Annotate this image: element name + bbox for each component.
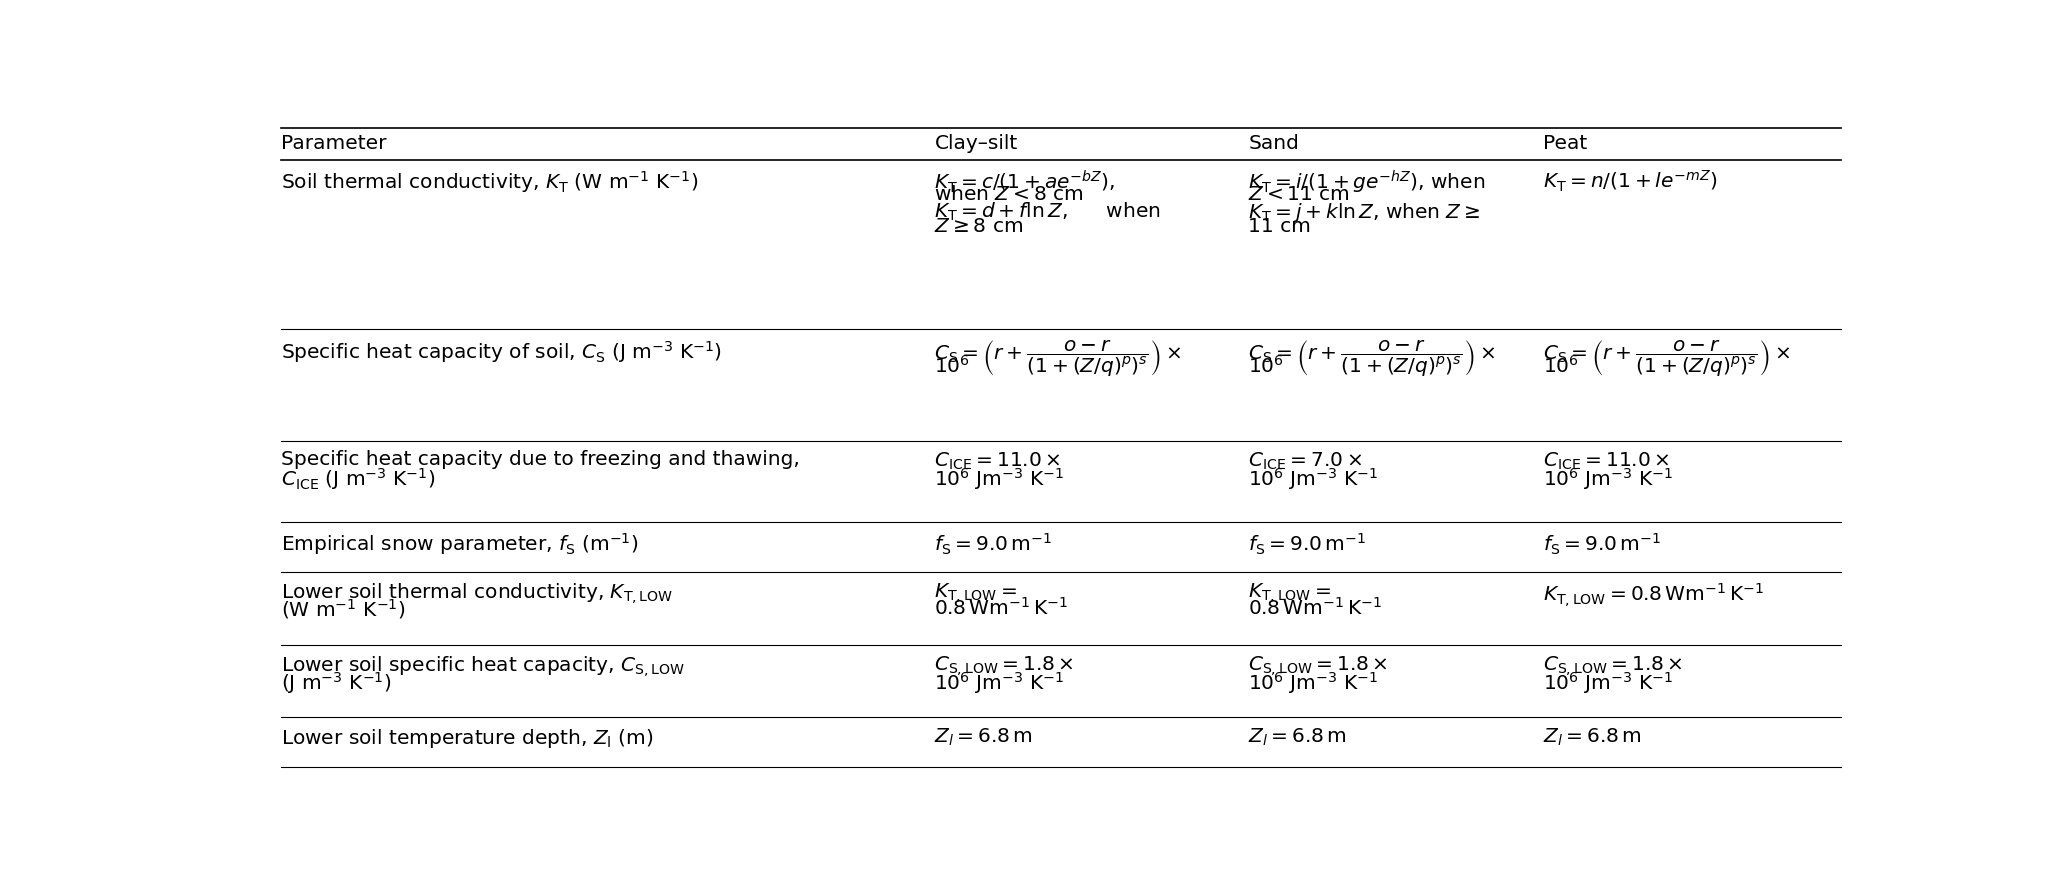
Text: $C_{\mathrm{S,LOW}} = 1.8 \times$: $C_{\mathrm{S,LOW}} = 1.8 \times$ — [934, 654, 1075, 678]
Text: $10^6$ Jm$^{-3}$ K$^{-1}$: $10^6$ Jm$^{-3}$ K$^{-1}$ — [934, 670, 1065, 696]
Text: $10^6$: $10^6$ — [1544, 354, 1579, 376]
Text: $K_{\mathrm{T,LOW}} =$: $K_{\mathrm{T,LOW}} =$ — [1248, 581, 1331, 605]
Text: $f_{\mathrm{S}} = 9.0\,\mathrm{m}^{-1}$: $f_{\mathrm{S}} = 9.0\,\mathrm{m}^{-1}$ — [1544, 531, 1662, 557]
Text: $10^6$ Jm$^{-3}$ K$^{-1}$: $10^6$ Jm$^{-3}$ K$^{-1}$ — [934, 467, 1065, 492]
Text: $10^6$ Jm$^{-3}$ K$^{-1}$: $10^6$ Jm$^{-3}$ K$^{-1}$ — [1544, 467, 1672, 492]
Text: $10^6$: $10^6$ — [1248, 354, 1284, 376]
Text: $C_{\mathrm{ICE}} = 7.0 \times$: $C_{\mathrm{ICE}} = 7.0 \times$ — [1248, 450, 1362, 472]
Text: $C_{\mathrm{ICE}} = 11.0 \times$: $C_{\mathrm{ICE}} = 11.0 \times$ — [934, 450, 1062, 472]
Text: $K_{\mathrm{T,LOW}} = 0.8\,\mathrm{Wm}^{-1}\,\mathrm{K}^{-1}$: $K_{\mathrm{T,LOW}} = 0.8\,\mathrm{Wm}^{… — [1544, 581, 1763, 609]
Text: Peat: Peat — [1544, 134, 1587, 153]
Text: Lower soil thermal conductivity, $K_{\mathrm{T,LOW}}$: Lower soil thermal conductivity, $K_{\ma… — [281, 581, 674, 606]
Text: 11 cm: 11 cm — [1248, 217, 1310, 236]
Text: Specific heat capacity due to freezing and thawing,: Specific heat capacity due to freezing a… — [281, 450, 800, 469]
Text: $C_{\mathrm{S,LOW}} = 1.8 \times$: $C_{\mathrm{S,LOW}} = 1.8 \times$ — [1544, 654, 1683, 678]
Text: Clay–silt: Clay–silt — [934, 134, 1017, 153]
Text: $0.8\,\mathrm{Wm}^{-1}\,\mathrm{K}^{-1}$: $0.8\,\mathrm{Wm}^{-1}\,\mathrm{K}^{-1}$ — [1248, 598, 1383, 619]
Text: $f_{\mathrm{S}} = 9.0\,\mathrm{m}^{-1}$: $f_{\mathrm{S}} = 9.0\,\mathrm{m}^{-1}$ — [1248, 531, 1366, 557]
Text: $C_{\mathrm{S}} = \left(r + \dfrac{o-r}{(1+(Z/q)^p)^s}\right) \times$: $C_{\mathrm{S}} = \left(r + \dfrac{o-r}{… — [1248, 339, 1497, 379]
Text: when $Z < 8$ cm: when $Z < 8$ cm — [934, 185, 1083, 204]
Text: $K_{\mathrm{T}} = d + f\ln Z$,      when: $K_{\mathrm{T}} = d + f\ln Z$, when — [934, 201, 1162, 223]
Text: $f_{\mathrm{S}} = 9.0\,\mathrm{m}^{-1}$: $f_{\mathrm{S}} = 9.0\,\mathrm{m}^{-1}$ — [934, 531, 1052, 557]
Text: $C_{\mathrm{S}} = \left(r + \dfrac{o-r}{(1+(Z/q)^p)^s}\right) \times$: $C_{\mathrm{S}} = \left(r + \dfrac{o-r}{… — [1544, 339, 1790, 379]
Text: $10^6$: $10^6$ — [934, 354, 969, 376]
Text: $C_{\mathrm{ICE}} = 11.0 \times$: $C_{\mathrm{ICE}} = 11.0 \times$ — [1544, 450, 1670, 472]
Text: $K_{\mathrm{T}} = j+k\ln Z$, when $Z \geq$: $K_{\mathrm{T}} = j+k\ln Z$, when $Z \ge… — [1248, 201, 1480, 224]
Text: $10^6$ Jm$^{-3}$ K$^{-1}$: $10^6$ Jm$^{-3}$ K$^{-1}$ — [1544, 670, 1672, 696]
Text: $0.8\,\mathrm{Wm}^{-1}\,\mathrm{K}^{-1}$: $0.8\,\mathrm{Wm}^{-1}\,\mathrm{K}^{-1}$ — [934, 598, 1069, 619]
Text: $Z_l = 6.8\,\mathrm{m}$: $Z_l = 6.8\,\mathrm{m}$ — [1544, 727, 1641, 748]
Text: Sand: Sand — [1248, 134, 1300, 153]
Text: $K_{\mathrm{T}} = i/(1+ge^{-hZ})$, when: $K_{\mathrm{T}} = i/(1+ge^{-hZ})$, when — [1248, 169, 1486, 196]
Text: $Z < 11$ cm: $Z < 11$ cm — [1248, 185, 1350, 204]
Text: Specific heat capacity of soil, $C_{\mathrm{S}}$ (J m$^{-3}$ K$^{-1}$): Specific heat capacity of soil, $C_{\mat… — [281, 339, 721, 364]
Text: $10^6$ Jm$^{-3}$ K$^{-1}$: $10^6$ Jm$^{-3}$ K$^{-1}$ — [1248, 467, 1379, 492]
Text: Lower soil specific heat capacity, $C_{\mathrm{S,LOW}}$: Lower soil specific heat capacity, $C_{\… — [281, 654, 684, 679]
Text: Empirical snow parameter, $f_{\mathrm{S}}$ (m$^{-1}$): Empirical snow parameter, $f_{\mathrm{S}… — [281, 531, 639, 557]
Text: $C_{\mathrm{ICE}}$ (J m$^{-3}$ K$^{-1}$): $C_{\mathrm{ICE}}$ (J m$^{-3}$ K$^{-1}$) — [281, 467, 436, 492]
Text: Soil thermal conductivity, $K_{\mathrm{T}}$ (W m$^{-1}$ K$^{-1}$): Soil thermal conductivity, $K_{\mathrm{T… — [281, 169, 699, 195]
Text: $K_{\mathrm{T}} = c/(1+ae^{-bZ})$,: $K_{\mathrm{T}} = c/(1+ae^{-bZ})$, — [934, 169, 1116, 195]
Text: $Z_l = 6.8\,\mathrm{m}$: $Z_l = 6.8\,\mathrm{m}$ — [1248, 727, 1346, 748]
Text: $K_{\mathrm{T}} = n/(1+le^{-mZ})$: $K_{\mathrm{T}} = n/(1+le^{-mZ})$ — [1544, 169, 1718, 194]
Text: $C_{\mathrm{S}} = \left(r + \dfrac{o-r}{(1+(Z/q)^p)^s}\right) \times$: $C_{\mathrm{S}} = \left(r + \dfrac{o-r}{… — [934, 339, 1182, 379]
Text: (J m$^{-3}$ K$^{-1}$): (J m$^{-3}$ K$^{-1}$) — [281, 670, 391, 696]
Text: $10^6$ Jm$^{-3}$ K$^{-1}$: $10^6$ Jm$^{-3}$ K$^{-1}$ — [1248, 670, 1379, 696]
Text: $Z \geq 8$ cm: $Z \geq 8$ cm — [934, 217, 1023, 236]
Text: (W m$^{-1}$ K$^{-1}$): (W m$^{-1}$ K$^{-1}$) — [281, 598, 405, 621]
Text: $C_{\mathrm{S,LOW}} = 1.8 \times$: $C_{\mathrm{S,LOW}} = 1.8 \times$ — [1248, 654, 1389, 678]
Text: Lower soil temperature depth, $Z_{\mathrm{l}}$ (m): Lower soil temperature depth, $Z_{\mathr… — [281, 727, 653, 750]
Text: Parameter: Parameter — [281, 134, 387, 153]
Text: $Z_l = 6.8\,\mathrm{m}$: $Z_l = 6.8\,\mathrm{m}$ — [934, 727, 1034, 748]
Text: $K_{\mathrm{T,LOW}} =$: $K_{\mathrm{T,LOW}} =$ — [934, 581, 1017, 605]
